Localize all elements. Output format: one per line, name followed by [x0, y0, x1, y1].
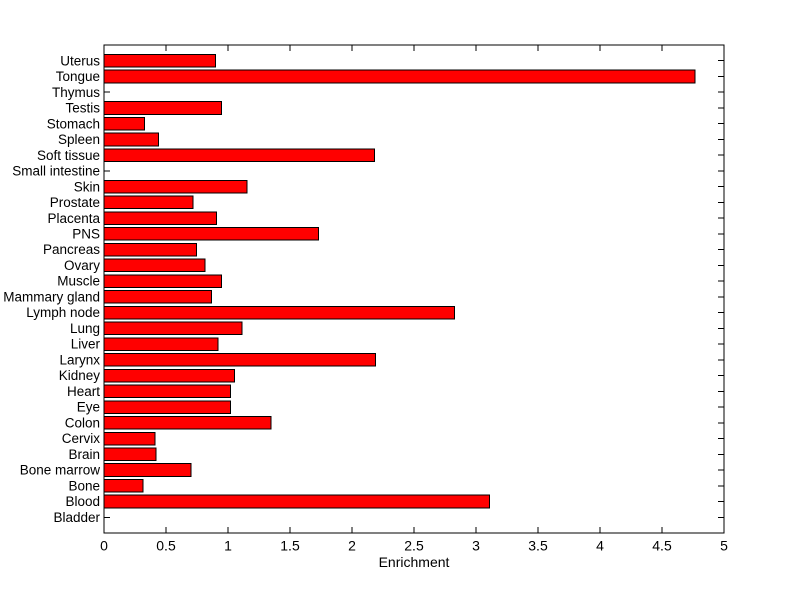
- svg-text:Lymph node: Lymph node: [26, 305, 100, 320]
- svg-text:PNS: PNS: [72, 227, 100, 242]
- svg-text:Bone: Bone: [68, 478, 100, 493]
- svg-text:Prostate: Prostate: [50, 195, 100, 210]
- svg-text:Colon: Colon: [65, 415, 100, 430]
- svg-text:Thymus: Thymus: [52, 85, 100, 100]
- svg-text:5: 5: [720, 538, 728, 554]
- svg-text:Cervix: Cervix: [62, 431, 101, 446]
- svg-text:Enrichment: Enrichment: [379, 554, 450, 570]
- svg-text:0: 0: [100, 538, 108, 554]
- svg-text:Blood: Blood: [65, 494, 100, 509]
- svg-text:Placenta: Placenta: [47, 211, 100, 226]
- svg-text:Soft tissue: Soft tissue: [37, 148, 100, 163]
- svg-text:Bone marrow: Bone marrow: [20, 463, 101, 478]
- svg-text:3.5: 3.5: [528, 538, 548, 554]
- svg-text:4: 4: [596, 538, 604, 554]
- svg-text:Muscle: Muscle: [57, 274, 100, 289]
- svg-text:Eye: Eye: [77, 400, 100, 415]
- svg-text:Lung: Lung: [70, 321, 100, 336]
- svg-text:Larynx: Larynx: [59, 352, 100, 367]
- svg-text:Liver: Liver: [71, 337, 101, 352]
- svg-text:0.5: 0.5: [156, 538, 176, 554]
- svg-text:Spleen: Spleen: [58, 132, 100, 147]
- svg-text:Stomach: Stomach: [47, 116, 100, 131]
- svg-text:Heart: Heart: [67, 384, 100, 399]
- svg-text:Pancreas: Pancreas: [43, 242, 100, 257]
- svg-text:1: 1: [224, 538, 232, 554]
- svg-text:2: 2: [348, 538, 356, 554]
- svg-text:Testis: Testis: [65, 101, 100, 116]
- svg-text:Small intestine: Small intestine: [12, 164, 100, 179]
- svg-text:Brain: Brain: [68, 447, 100, 462]
- svg-text:Ovary: Ovary: [64, 258, 100, 273]
- svg-text:Bladder: Bladder: [53, 510, 100, 525]
- svg-text:Uterus: Uterus: [60, 53, 100, 68]
- svg-text:2.5: 2.5: [404, 538, 424, 554]
- svg-text:Tongue: Tongue: [56, 69, 100, 84]
- svg-text:Mammary gland: Mammary gland: [3, 290, 100, 305]
- svg-text:4.5: 4.5: [652, 538, 672, 554]
- svg-text:1.5: 1.5: [280, 538, 300, 554]
- svg-text:Kidney: Kidney: [59, 368, 101, 383]
- svg-text:3: 3: [472, 538, 480, 554]
- svg-text:Skin: Skin: [74, 179, 100, 194]
